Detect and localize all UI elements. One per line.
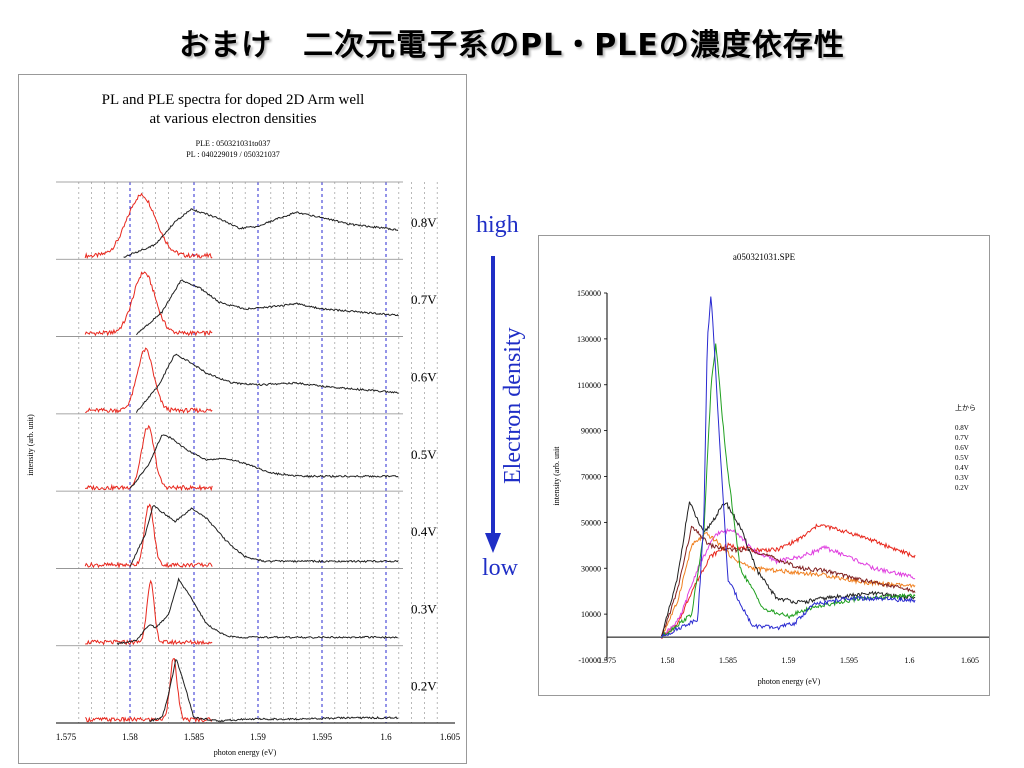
right-y-axis-label: intensity (arb. unit [552,446,561,506]
right-x-tick-label: 1.585 [719,656,737,665]
ple-spectrum-0.7V [136,279,399,336]
right-y-tick-label: -10000 [578,656,601,665]
right-chart: a050321031.SPE -10000 10000 30000 50000 70000… [552,252,990,686]
left-x-tick-label: 1.595 [312,732,333,742]
panel-label-0.5V: 0.5V [411,447,437,462]
right-y-tick-label: 130000 [577,335,601,344]
right-legend-item: 0.3V [955,474,969,482]
right-legend-item: 0.2V [955,484,969,492]
right-series-0.8V [661,523,916,640]
left-chart-subtitle2: PL : 040229019 / 050321037 [186,150,279,159]
ple-spectrum-0.8V [123,208,399,258]
right-legend-item: 0.5V [955,454,969,462]
right-y-tick-label: 10000 [581,610,601,619]
left-x-axis-label: photon energy (eV) [214,748,277,757]
right-y-tick-label: 70000 [581,473,601,482]
left-chart-panel: PL and PLE spectra for doped 2D Arm well… [18,74,467,764]
left-chart-title-line2: at various electron densities [149,111,316,127]
right-series-0.5V [660,525,916,637]
right-legend-item: 0.6V [955,444,969,452]
pl-spectrum-0.7V [84,271,213,338]
right-y-tick-label: 150000 [577,289,601,298]
right-x-tick-label: 1.575 [598,656,616,665]
right-legend-item: 0.8V [955,424,969,432]
right-x-tick-label: 1.6 [905,656,915,665]
pl-spectrum-0.4V [84,503,213,570]
right-y-tick-label: 30000 [581,564,601,573]
right-legend-item: 0.7V [955,434,969,442]
panel-label-0.7V: 0.7V [411,292,437,307]
pl-spectrum-0.6V [85,347,213,414]
right-series-0.6V [661,531,916,637]
right-x-tick-label: 1.605 [961,656,979,665]
ple-spectrum-0.5V [129,434,399,489]
arrow-axis-label: Electron density [500,327,526,484]
right-x-tick-label: 1.59 [782,656,796,665]
pl-spectrum-0.3V [85,579,213,646]
left-x-tick-label: 1.575 [56,732,77,742]
ple-spectrum-0.6V [135,353,399,413]
down-arrow-icon [485,256,501,553]
left-x-tick-label: 1.59 [250,732,266,742]
right-y-tick-label: 110000 [577,381,601,390]
left-x-tick-label: 1.6 [380,732,392,742]
arrow-low-label: low [482,555,518,581]
right-x-axis-label: photon energy (eV) [758,677,821,686]
panel-label-0.4V: 0.4V [411,524,437,539]
right-x-tick-label: 1.595 [840,656,858,665]
right-series-0.2V [660,296,916,639]
ple-spectrum-0.2V [148,658,399,723]
left-chart: PL and PLE spectra for doped 2D Arm well… [26,92,461,757]
left-y-axis-label: intensity (arb. unit) [26,414,35,476]
arrow-high-label: high [476,212,519,238]
right-chart-panel: a050321031.SPE -10000 10000 30000 50000 70000… [538,235,990,696]
left-chart-subtitle: PLE : 050321031to037 [196,139,271,148]
left-chart-title: PL and PLE spectra for doped 2D Arm well [102,92,365,108]
left-x-tick-label: 1.605 [440,732,461,742]
ple-spectrum-0.3V [116,577,398,646]
right-y-tick-label: 50000 [581,518,601,527]
left-x-tick-label: 1.585 [184,732,205,742]
slide-title: おまけ 二次元電子系のPL・PLEの濃度依存性 [179,28,845,63]
pl-spectrum-0.8V [84,192,213,260]
ple-spectrum-0.4V [129,505,399,567]
right-chart-title: a050321031.SPE [733,252,796,262]
right-legend-title: 上から [955,403,976,412]
pl-spectrum-0.2V [84,658,213,723]
right-y-tick-label: 90000 [581,427,601,436]
right-series-0.7V [660,527,916,638]
right-x-tick-label: 1.58 [661,656,675,665]
panel-label-0.8V: 0.8V [411,215,437,230]
panel-label-0.2V: 0.2V [411,679,437,694]
panel-label-0.6V: 0.6V [411,369,437,384]
right-legend-item: 0.4V [955,464,969,472]
left-x-tick-label: 1.58 [122,732,138,742]
panel-label-0.3V: 0.3V [411,601,437,616]
pl-spectrum-0.5V [84,424,213,492]
